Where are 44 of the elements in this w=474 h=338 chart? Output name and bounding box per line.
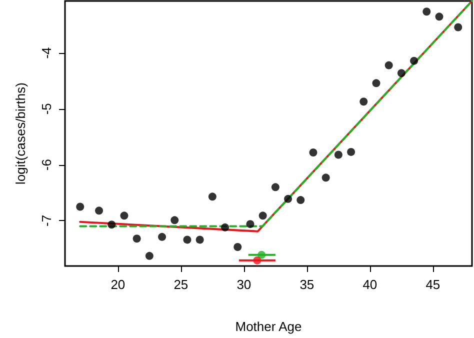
- point: [309, 148, 318, 157]
- point: [296, 196, 305, 204]
- point: [284, 194, 292, 203]
- point: [422, 8, 431, 16]
- y-tick-label: -4: [39, 47, 54, 59]
- point: [322, 174, 330, 182]
- point: [360, 98, 368, 106]
- point: [221, 223, 230, 232]
- point: [170, 216, 179, 224]
- x-axis-title: Mother Age: [235, 319, 302, 334]
- point: [158, 232, 166, 241]
- x-tick-label: 40: [362, 277, 378, 292]
- x-tick-label: 45: [426, 277, 440, 292]
- point: [246, 220, 254, 228]
- point: [208, 192, 216, 201]
- y-tick-label: -7: [39, 214, 54, 226]
- point: [145, 252, 154, 260]
- point: [183, 236, 192, 244]
- point: [384, 61, 393, 70]
- point: [454, 23, 462, 32]
- x-tick-label: 30: [236, 277, 252, 292]
- point: [410, 56, 418, 65]
- x-tick-label: 20: [110, 277, 126, 292]
- point: [108, 220, 116, 229]
- y-tick-label: -6: [39, 159, 54, 171]
- point: [95, 206, 104, 215]
- point: [253, 256, 262, 264]
- point: [271, 183, 280, 192]
- y-axis-title: logit(cases/births): [13, 82, 28, 184]
- point: [397, 69, 406, 78]
- point: [76, 202, 84, 211]
- point: [258, 250, 266, 259]
- point: [372, 79, 380, 88]
- x-tick-label: 35: [300, 277, 314, 292]
- point: [120, 212, 128, 220]
- point: [334, 150, 342, 159]
- point: [258, 212, 267, 220]
- x-tick-label: 25: [174, 277, 188, 292]
- point: [435, 12, 444, 21]
- y-tick-label: -5: [39, 103, 54, 115]
- point: [132, 234, 141, 243]
- point: [347, 148, 356, 156]
- point: [234, 242, 242, 251]
- point: [196, 236, 204, 244]
